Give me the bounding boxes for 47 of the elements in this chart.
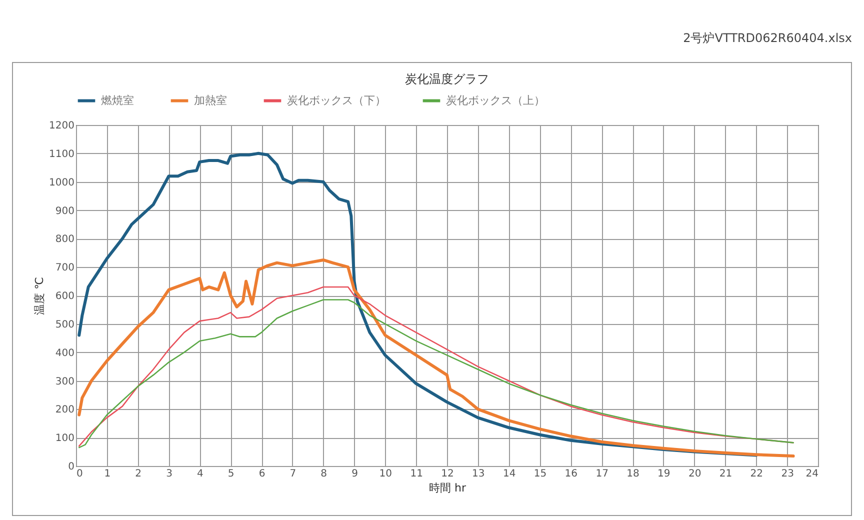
- x-tick-label: 15: [534, 468, 547, 480]
- x-tick-label: 0: [76, 468, 83, 480]
- y-tick-label: 700: [55, 262, 74, 274]
- legend-label: 炭化ボックス（上）: [446, 94, 545, 107]
- x-axis-title: 時間 hr: [429, 482, 466, 494]
- y-tick-label: 300: [55, 376, 74, 388]
- x-tick-label: 11: [410, 468, 423, 480]
- y-tick-label: 1200: [49, 120, 74, 132]
- x-tick-label: 14: [502, 468, 516, 480]
- x-tick-label: 5: [228, 468, 234, 480]
- x-tick-label: 4: [196, 468, 204, 480]
- x-tick-label: 3: [166, 468, 172, 480]
- x-tick-label: 22: [750, 468, 764, 480]
- x-tick-label: 23: [781, 468, 794, 480]
- x-tick-label: 24: [806, 468, 818, 480]
- y-tick-label: 600: [55, 291, 74, 302]
- y-tick-label: 800: [55, 234, 74, 246]
- y-tick-label: 1000: [49, 177, 74, 188]
- y-tick-label: 500: [55, 319, 74, 330]
- y-axis-title: 温度 ℃: [33, 277, 46, 315]
- x-tick-label: 7: [290, 468, 296, 480]
- x-tick-label: 18: [626, 468, 640, 480]
- legend-label: 炭化ボックス（下）: [287, 94, 386, 107]
- y-tick-label: 400: [55, 348, 74, 359]
- legend-label: 燃焼室: [101, 94, 134, 107]
- x-tick-label: 10: [379, 468, 392, 480]
- y-tick-label: 100: [55, 433, 74, 444]
- x-tick-label: 21: [719, 468, 732, 480]
- x-tick-label: 16: [564, 468, 578, 480]
- y-tick-label: 900: [55, 206, 74, 217]
- x-tick-label: 12: [441, 468, 454, 480]
- text: 2号炉VTTRD062R60404.xlsx: [683, 30, 852, 47]
- x-tick-label: 13: [472, 468, 485, 480]
- line-series: [78, 258, 795, 458]
- x-tick-label: 9: [352, 468, 358, 480]
- x-tick-label: 6: [258, 468, 266, 480]
- x-tick-label: 19: [658, 468, 670, 480]
- x-tick-label: 20: [688, 468, 702, 480]
- y-tick-label: 1100: [49, 148, 74, 160]
- x-tick-label: 1: [104, 468, 111, 480]
- x-tick-label: 17: [596, 468, 608, 480]
- x-tick-label: 8: [320, 468, 328, 480]
- y-tick-label: 200: [55, 404, 74, 416]
- x-tick-label: 2: [135, 468, 142, 480]
- chart-title: 炭化温度グラフ: [405, 72, 489, 86]
- y-tick-label: 0: [68, 462, 74, 472]
- legend-label: 加熱室: [194, 94, 227, 107]
